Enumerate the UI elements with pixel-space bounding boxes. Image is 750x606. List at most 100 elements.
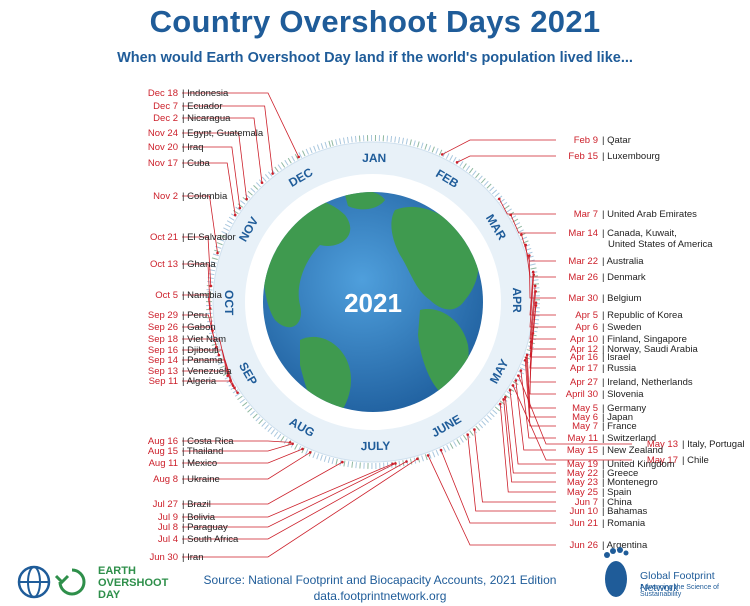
ring-tick (242, 401, 248, 407)
leader-line (182, 236, 212, 286)
label-date: May 17 (647, 455, 678, 466)
source-url[interactable]: data.footprintnetwork.org (313, 589, 447, 603)
country-label: May 7 | France (572, 421, 637, 432)
ring-tick (328, 140, 331, 147)
label-date: Jun 30 (149, 552, 178, 563)
ring-tick (339, 138, 342, 145)
label-country: | Bahamas (602, 506, 647, 517)
leader-line (182, 458, 418, 558)
leader-line (182, 105, 274, 174)
leader-dot (532, 273, 535, 277)
label-country: | Namibia (182, 290, 223, 301)
ring-tick (517, 229, 524, 233)
country-label: April 30 | Slovenia (566, 389, 644, 400)
country-label: Nov 20 | Iraq (148, 142, 204, 153)
ring-tick (409, 458, 413, 465)
ring-tick (489, 186, 495, 192)
label-country: | Greece (602, 468, 638, 479)
ring-tick (527, 255, 534, 259)
label-date: Jul 27 (153, 499, 178, 510)
label-country: | Bolivia (182, 512, 216, 523)
label-date: Jun 21 (569, 518, 598, 529)
label-country: | Algeria (182, 376, 217, 387)
country-label: Dec 7 | Ecuador (153, 101, 222, 112)
label-country: | Cuba (182, 158, 211, 169)
ring-tick (217, 361, 224, 365)
ring-tick (280, 435, 285, 442)
leader-line (182, 448, 303, 464)
leader-dot (524, 243, 527, 247)
leader-dot (405, 460, 408, 463)
leader-line (498, 198, 556, 215)
ring-tick (459, 437, 464, 443)
label-date: Apr 16 (570, 352, 598, 363)
ring-tick (452, 156, 457, 163)
leader-dot (520, 233, 523, 236)
label-country: | Luxembourg (602, 151, 660, 162)
label-country: | Brazil (182, 499, 211, 510)
label-date: Sep 11 (149, 376, 178, 387)
ring-tick (343, 460, 346, 467)
month-label-july: JULY (361, 439, 391, 454)
ring-tick (468, 167, 474, 174)
label-date: Jun 26 (569, 540, 598, 551)
label-country: | Germany (602, 403, 646, 414)
leader-dot (531, 270, 535, 274)
ring-tick (480, 178, 486, 184)
ring-tick (250, 187, 256, 193)
country-label: Oct 13 | Ghana (150, 259, 216, 270)
leader-line (526, 354, 556, 409)
label-country: | Romania (602, 518, 646, 529)
source-note: Source: National Footprint and Biocapaci… (170, 572, 590, 604)
leader-line (182, 463, 396, 528)
leader-line (518, 375, 632, 445)
label-date: May 7 (572, 421, 598, 432)
country-label: May 13 | Italy, Portugal (647, 439, 745, 450)
ring-tick (494, 406, 501, 412)
country-label: May 19 | United Kingdom (567, 459, 675, 470)
country-label: Sep 18 | Viet Nam (148, 334, 226, 345)
ring-tick (465, 165, 471, 172)
ring-tick (432, 451, 436, 458)
ring-tick (218, 238, 225, 242)
leader-dot (233, 213, 237, 217)
ring-tick (223, 227, 229, 231)
ring-tick (252, 413, 258, 419)
ring-tick (435, 449, 439, 456)
ring-tick (478, 175, 483, 181)
country-label: Jun 30 | Iran (149, 552, 203, 563)
leader-dot (245, 197, 248, 201)
ring-tick (478, 423, 484, 429)
center-year: 2021 (344, 288, 402, 318)
leader-line (182, 338, 229, 376)
country-label: Dec 2 | Nicaragua (153, 113, 231, 124)
ring-tick (216, 242, 223, 246)
country-label: Jun 21 | Romania (569, 518, 645, 529)
ring-tick (394, 136, 397, 143)
country-label: May 22 | Greece (567, 468, 638, 479)
country-label: Sep 14 | Panama (148, 355, 223, 366)
label-country: | Norway, Saudi Arabia (602, 344, 698, 355)
ring-tick (421, 455, 424, 462)
ring-tick (449, 443, 454, 449)
ring-tick (232, 389, 239, 394)
ring-tick (504, 205, 510, 210)
ring-tick (228, 382, 235, 387)
ring-tick (305, 449, 309, 455)
ring-tick (211, 257, 218, 260)
leader-dot (511, 384, 515, 387)
label-country: | Iran (182, 552, 203, 563)
ring-tick (417, 141, 420, 148)
leader-dot (301, 447, 304, 451)
ring-tick (230, 213, 237, 218)
ring-tick (420, 142, 424, 149)
ring-tick (526, 251, 533, 255)
leader-line (510, 214, 556, 234)
ring-tick (519, 367, 526, 371)
ring-tick (316, 453, 320, 460)
label-country: | New Zealand (602, 445, 663, 456)
ring-tick (239, 398, 245, 404)
ring-tick (521, 236, 528, 240)
ring-tick (347, 461, 350, 468)
leader-dot (416, 457, 419, 461)
